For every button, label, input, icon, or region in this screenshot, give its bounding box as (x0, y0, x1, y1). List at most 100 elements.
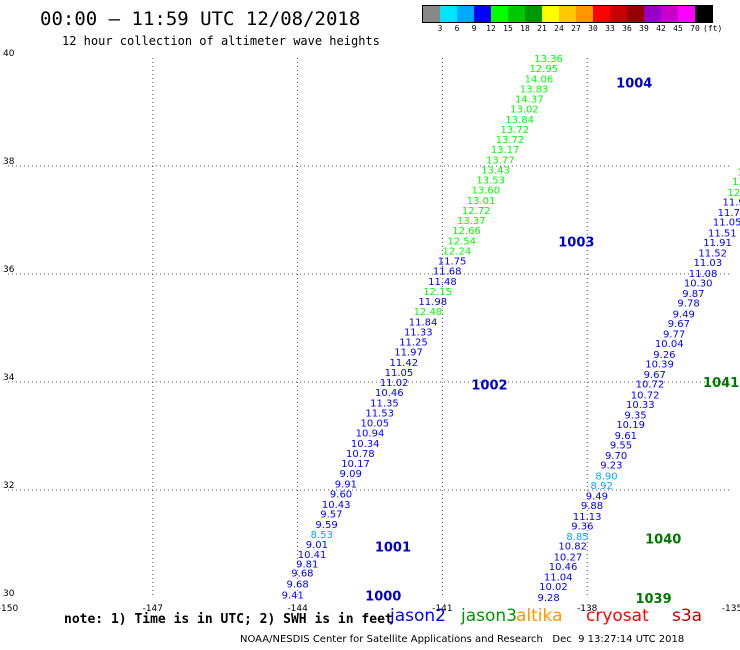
wave-height-point: 10.17 (341, 459, 370, 470)
wave-height-point: 10.02 (539, 582, 568, 593)
color-scale-label: 6 (454, 24, 460, 33)
wave-height-point: 10.46 (375, 388, 404, 399)
color-swatch (423, 6, 440, 22)
color-scale-label: 33 (605, 24, 615, 33)
latitude-label: 40 (3, 49, 15, 59)
wave-height-point: 9.55 (610, 441, 632, 452)
color-swatch (695, 6, 712, 22)
wave-height-point: 8.92 (591, 481, 613, 492)
legend-item-s3a: s3a (672, 606, 703, 626)
latitude-label: 36 (3, 265, 15, 275)
wave-height-point: 13.17 (491, 145, 520, 156)
page-subtitle: 12 hour collection of altimeter wave hei… (62, 34, 380, 48)
color-swatch (661, 6, 678, 22)
wave-height-point: 10.41 (298, 550, 327, 561)
pressure-label: 1001 (375, 541, 411, 556)
latitude-label: 30 (3, 589, 15, 599)
wave-height-point: 13.83 (520, 84, 549, 95)
color-scale-label: 9 (471, 24, 477, 33)
wave-height-point: 14.37 (515, 95, 544, 106)
wave-height-point: 11.53 (365, 408, 394, 419)
wave-height-point: 10.05 (361, 419, 390, 430)
color-swatch (474, 6, 491, 22)
color-swatch (491, 6, 508, 22)
legend-item-altika: altika (516, 606, 563, 626)
wave-height-point: 9.41 (282, 590, 304, 601)
wave-height-point: 9.67 (644, 370, 666, 381)
wave-height-point: 13.62 (732, 177, 740, 188)
wave-height-point: 11.05 (385, 368, 414, 379)
color-scale-label: (ft) (703, 24, 723, 33)
wave-height-point: 11.04 (544, 572, 573, 583)
wave-height-point: 9.68 (286, 580, 308, 591)
wave-height-point: 9.09 (340, 469, 362, 480)
color-swatch (525, 6, 542, 22)
wave-height-point: 11.68 (433, 266, 462, 277)
color-swatch (440, 6, 457, 22)
longitude-label: -141 (432, 604, 452, 614)
page-title: 00:00 — 11:59 UTC 12/08/2018 (40, 8, 361, 30)
color-scale-label: 15 (503, 24, 513, 33)
color-scale-label: 12 (486, 24, 496, 33)
wave-height-point: 11.05 (713, 218, 740, 229)
wave-height-point: 13.72 (496, 135, 525, 146)
wave-height-point: 9.70 (605, 451, 627, 462)
wave-height-point: 11.98 (418, 297, 447, 308)
latitude-label: 32 (3, 481, 14, 491)
wave-height-point: 11.75 (438, 257, 467, 268)
wave-height-point: 10.72 (636, 380, 665, 391)
wave-height-point: 9.49 (586, 491, 608, 502)
footnote: note: 1) Time is in UTC; 2) SWH is in fe… (64, 612, 393, 627)
wave-height-point: 13.72 (500, 125, 529, 136)
wave-height-point: 13.02 (510, 104, 539, 115)
wave-height-point: 13.60 (472, 185, 501, 196)
wave-height-point: 12.66 (452, 226, 481, 237)
wave-height-point: 11.51 (708, 229, 737, 240)
wave-height-point: 12.54 (447, 237, 476, 248)
wave-height-point: 11.52 (698, 248, 727, 259)
wave-height-point: 9.91 (335, 480, 357, 491)
color-scale-label: 24 (554, 24, 564, 33)
color-swatch (457, 6, 474, 22)
wave-height-point: 11.84 (409, 318, 438, 329)
wave-height-point: 10.30 (684, 279, 713, 290)
wave-height-point: 9.78 (677, 299, 699, 310)
wave-height-point: 10.27 (554, 553, 583, 564)
wave-height-point: 11.91 (703, 238, 732, 249)
latitude-label: 34 (3, 373, 15, 383)
pressure-label: 1039 (635, 592, 671, 607)
pressure-label: 1041 (703, 376, 739, 391)
color-scale-label: 30 (588, 24, 598, 33)
color-swatch (610, 6, 627, 22)
wave-height-point: 11.13 (573, 512, 602, 523)
wave-height-point: 12.24 (443, 246, 472, 257)
longitude-label: -135 (722, 604, 740, 614)
latitude-label: 38 (3, 157, 15, 167)
wave-height-point: 11.96 (723, 198, 740, 209)
color-swatch (644, 6, 661, 22)
credit-footer: NOAA/NESDIS Center for Satellite Applica… (240, 634, 685, 645)
wave-height-point: 10.19 (616, 420, 645, 431)
wave-height-point: 9.28 (537, 593, 559, 604)
wave-height-point: 12.95 (529, 64, 558, 75)
wave-height-point: 10.04 (655, 339, 684, 350)
color-swatch (508, 6, 525, 22)
wave-height-point: 11.42 (389, 358, 418, 369)
wave-height-point: 11.02 (380, 378, 409, 389)
color-swatch (542, 6, 559, 22)
wave-height-point: 8.53 (311, 530, 333, 541)
longitude-label: -147 (143, 604, 163, 614)
wave-height-point: 9.57 (320, 509, 342, 520)
color-scale-bar (422, 5, 713, 23)
wave-height-point: 9.35 (624, 410, 646, 421)
wave-height-point: 11.35 (370, 399, 399, 410)
color-swatch (576, 6, 593, 22)
wave-height-point: 11.08 (689, 269, 718, 280)
color-scale-label: 42 (656, 24, 666, 33)
pressure-label: 1003 (558, 236, 594, 251)
wave-height-point: 13.77 (737, 167, 740, 178)
color-swatch (593, 6, 610, 22)
wave-height-point: 9.26 (653, 350, 675, 361)
wave-height-point: 12.72 (462, 206, 491, 217)
wave-height-point: 9.77 (663, 329, 685, 340)
